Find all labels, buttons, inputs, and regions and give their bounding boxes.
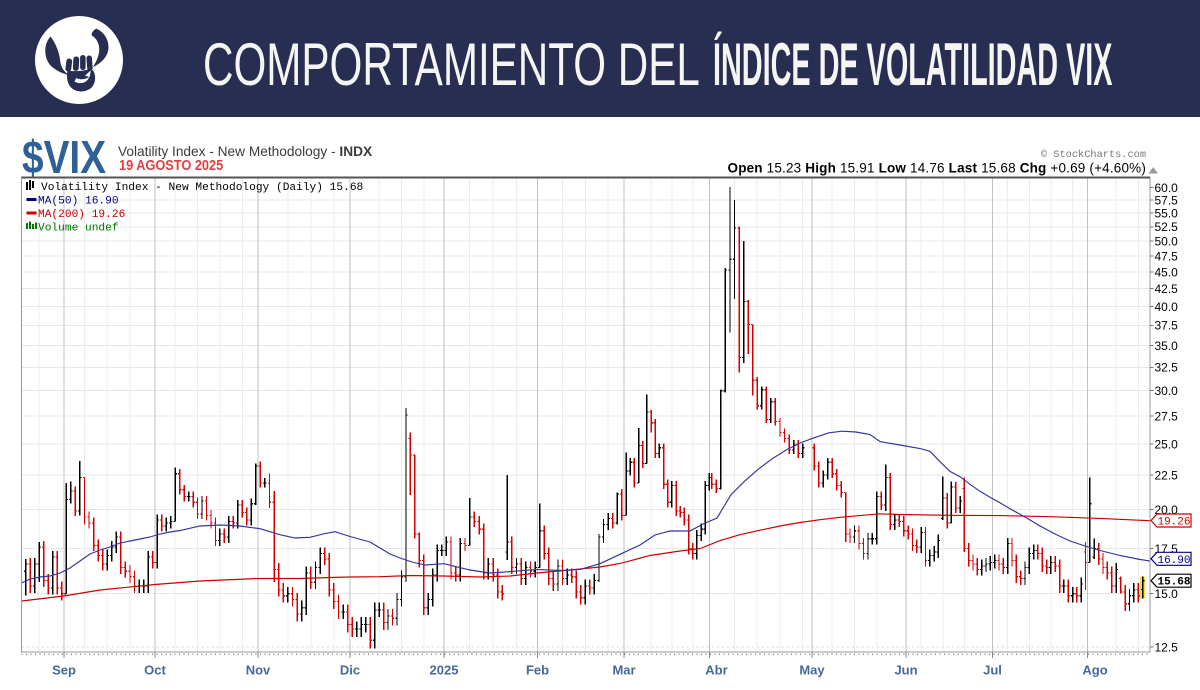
svg-text:47.5: 47.5	[1155, 249, 1179, 263]
svg-text:Sep: Sep	[52, 663, 76, 678]
svg-text:MA(50) 16.90: MA(50) 16.90	[38, 196, 119, 208]
svg-text:Ago: Ago	[1082, 663, 1107, 678]
svg-text:© StockCharts.com: © StockCharts.com	[1041, 149, 1146, 161]
svg-text:2025: 2025	[430, 663, 459, 678]
svg-text:50.0: 50.0	[1155, 234, 1179, 248]
svg-text:Nov: Nov	[246, 663, 271, 678]
svg-text:60.0: 60.0	[1155, 181, 1179, 195]
svg-text:35.0: 35.0	[1155, 339, 1179, 353]
svg-text:25.0: 25.0	[1155, 437, 1179, 451]
svg-text:20.0: 20.0	[1155, 503, 1179, 517]
svg-text:Feb: Feb	[526, 663, 549, 678]
svg-text:27.5: 27.5	[1155, 410, 1179, 424]
svg-text:19.26: 19.26	[1157, 517, 1190, 529]
svg-text:12.5: 12.5	[1155, 640, 1179, 654]
svg-text:42.5: 42.5	[1155, 282, 1179, 296]
svg-text:Dic: Dic	[340, 663, 360, 678]
svg-text:32.5: 32.5	[1155, 361, 1179, 375]
svg-text:37.5: 37.5	[1155, 319, 1179, 333]
svg-text:15.0: 15.0	[1155, 587, 1179, 601]
svg-text:45.0: 45.0	[1155, 265, 1179, 279]
svg-text:40.0: 40.0	[1155, 300, 1179, 314]
svg-text:Volatility Index - New Methodo: Volatility Index - New Methodology (Dail…	[41, 182, 363, 194]
svg-text:Jul: Jul	[983, 663, 1002, 678]
svg-text:16.90: 16.90	[1157, 555, 1190, 567]
svg-text:52.5: 52.5	[1155, 220, 1179, 234]
svg-text:MA(200) 19.26: MA(200) 19.26	[38, 209, 125, 221]
svg-text:Abr: Abr	[705, 663, 727, 678]
svg-text:30.0: 30.0	[1155, 384, 1179, 398]
svg-text:55.0: 55.0	[1155, 207, 1179, 221]
svg-text:Volume undef: Volume undef	[38, 223, 119, 235]
svg-text:Oct: Oct	[144, 663, 166, 678]
svg-text:15.68: 15.68	[1157, 577, 1190, 589]
svg-text:Jun: Jun	[894, 663, 917, 678]
svg-text:57.5: 57.5	[1155, 194, 1179, 208]
svg-text:Open 15.23 High 15.91 Low 14.7: Open 15.23 High 15.91 Low 14.76 Last 15.…	[728, 160, 1146, 175]
svg-text:Mar: Mar	[612, 663, 635, 678]
svg-text:22.5: 22.5	[1155, 468, 1179, 482]
svg-text:May: May	[799, 663, 825, 678]
